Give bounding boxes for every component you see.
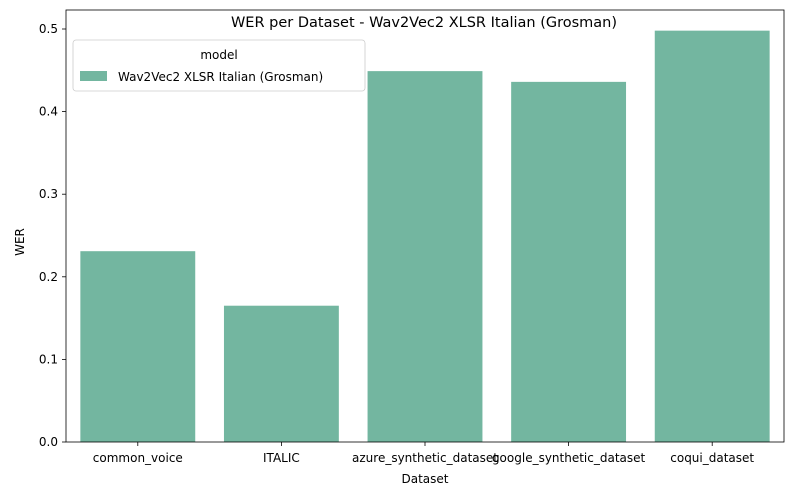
x-tick-label: ITALIC <box>263 451 300 465</box>
x-tick-label: common_voice <box>93 451 183 465</box>
bar-coqui_dataset <box>654 30 770 443</box>
legend-series-label: Wav2Vec2 XLSR Italian (Grosman) <box>118 70 323 84</box>
x-ticks: common_voice ITALIC azure_synthetic_datase… <box>93 442 754 465</box>
bars-group <box>80 30 770 443</box>
y-tick-label: 0.1 <box>39 352 58 366</box>
y-ticks: 0.0 0.1 0.2 0.3 0.4 0.5 <box>39 22 66 449</box>
legend-swatch <box>80 71 107 81</box>
x-tick-label: google_synthetic_dataset <box>492 451 646 465</box>
bar-ITALIC <box>223 305 339 442</box>
y-tick-label: 0.0 <box>39 435 58 449</box>
bar-google_synthetic_dataset <box>511 81 627 442</box>
y-tick-label: 0.3 <box>39 187 58 201</box>
bar-common_voice <box>80 251 196 442</box>
legend-frame <box>72 39 366 92</box>
bar-azure_synthetic_dataset <box>367 71 483 443</box>
x-tick-label: azure_synthetic_dataset <box>352 451 498 465</box>
x-axis-label: Dataset <box>402 472 449 486</box>
x-tick-label: coqui_dataset <box>670 451 754 465</box>
legend: model Wav2Vec2 XLSR Italian (Grosman) <box>72 39 366 92</box>
y-tick-label: 0.5 <box>39 22 58 36</box>
chart-title: WER per Dataset - Wav2Vec2 XLSR Italian … <box>231 15 617 31</box>
y-axis-label: WER <box>13 228 27 256</box>
y-tick-label: 0.4 <box>39 105 58 119</box>
y-tick-label: 0.2 <box>39 270 58 284</box>
legend-title: model <box>200 48 237 62</box>
